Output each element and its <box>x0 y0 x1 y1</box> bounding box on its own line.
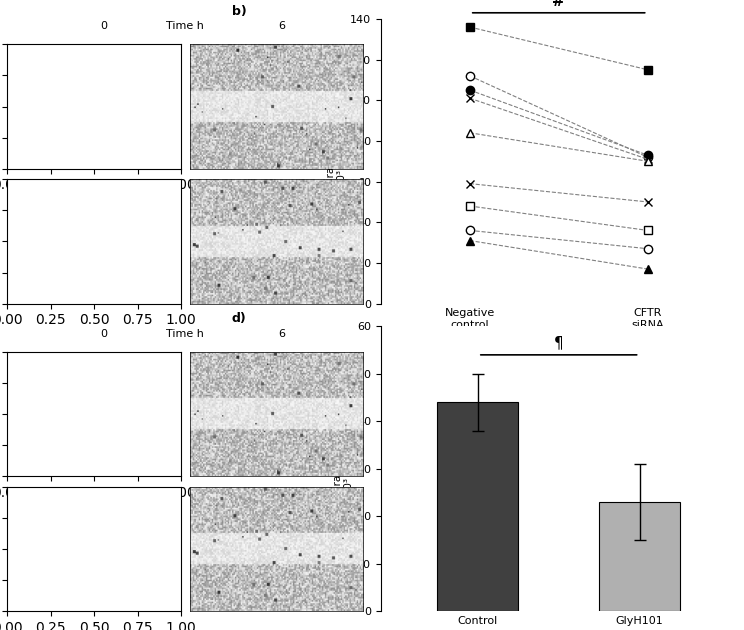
Y-axis label: Wound-healing rate over a 6-h period
×10³ μm²·h⁻¹: Wound-healing rate over a 6-h period ×10… <box>326 64 347 259</box>
Text: ¶: ¶ <box>554 335 563 350</box>
Text: b): b) <box>231 4 246 18</box>
Text: Time h: Time h <box>167 21 204 32</box>
Text: 6: 6 <box>278 329 285 339</box>
Bar <box>599 502 680 611</box>
Text: 0: 0 <box>100 329 107 339</box>
Text: d): d) <box>231 312 246 325</box>
Text: 6: 6 <box>278 21 285 32</box>
Text: 0: 0 <box>100 21 107 32</box>
Y-axis label: Wound-healing rate over a 6-h period
×10³ μm²·h⁻¹: Wound-healing rate over a 6-h period ×10… <box>333 371 354 566</box>
Text: Time h: Time h <box>167 329 204 339</box>
Text: #: # <box>552 0 565 9</box>
Bar <box>437 403 519 611</box>
